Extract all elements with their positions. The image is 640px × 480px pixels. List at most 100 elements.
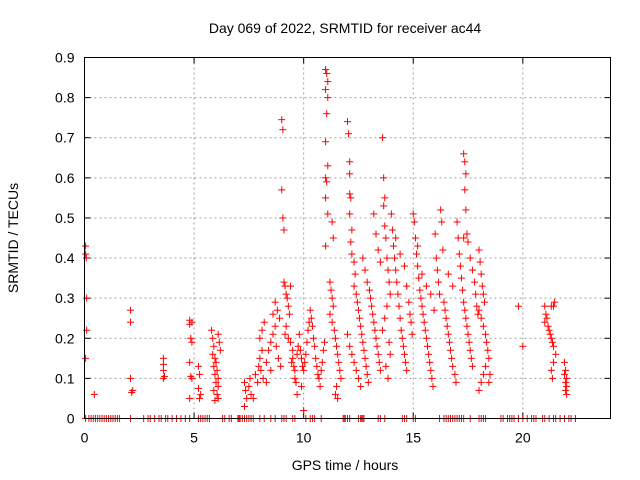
- data-point: [479, 322, 487, 330]
- data-point: [82, 250, 90, 258]
- data-point: [279, 214, 287, 222]
- x-tick-label: 10: [296, 430, 312, 446]
- data-point: [442, 314, 450, 322]
- data-point: [369, 310, 377, 318]
- data-point: [475, 306, 483, 314]
- data-point: [396, 250, 404, 258]
- data-point: [430, 306, 438, 314]
- data-point: [476, 258, 484, 266]
- data-point: [274, 354, 282, 362]
- data-point: [479, 290, 487, 298]
- data-point: [462, 314, 470, 322]
- data-point: [312, 354, 320, 362]
- data-point: [437, 206, 445, 214]
- data-point: [188, 318, 196, 326]
- data-point: [323, 70, 331, 78]
- data-point: [188, 374, 196, 382]
- data-point: [444, 270, 452, 278]
- data-point: [547, 366, 555, 374]
- data-point: [324, 78, 332, 86]
- data-point: [326, 310, 334, 318]
- data-point: [308, 322, 316, 330]
- data-point: [550, 358, 558, 366]
- data-point: [397, 326, 405, 334]
- data-point: [456, 262, 464, 270]
- data-point: [328, 218, 336, 226]
- data-point: [479, 370, 487, 378]
- data-point: [337, 374, 345, 382]
- data-point: [462, 206, 470, 214]
- data-point: [414, 262, 422, 270]
- data-point: [336, 366, 344, 374]
- data-point: [210, 362, 218, 370]
- data-point: [380, 202, 388, 210]
- data-point: [423, 342, 431, 350]
- data-point: [329, 234, 337, 242]
- data-point: [463, 322, 471, 330]
- data-point: [352, 290, 360, 298]
- data-point: [406, 310, 414, 318]
- data-point: [300, 366, 308, 374]
- data-point: [477, 378, 485, 386]
- x-axis-ticks: 0 5 10 15 20: [81, 57, 531, 446]
- data-point: [297, 354, 305, 362]
- data-point: [210, 386, 218, 394]
- data-point: [210, 342, 218, 350]
- data-point: [385, 278, 393, 286]
- data-point: [327, 286, 335, 294]
- data-point: [358, 330, 366, 338]
- data-point: [242, 386, 250, 394]
- data-point: [443, 322, 451, 330]
- data-point: [255, 362, 263, 370]
- data-point: [417, 294, 425, 302]
- data-point: [90, 390, 98, 398]
- data-point: [331, 390, 339, 398]
- data-point: [545, 326, 553, 334]
- data-point: [287, 338, 295, 346]
- data-point: [322, 66, 330, 74]
- data-point: [331, 334, 339, 342]
- data-point: [209, 334, 217, 342]
- data-point: [405, 298, 413, 306]
- data-point: [310, 334, 318, 342]
- data-point: [457, 274, 465, 282]
- data-point: [380, 174, 388, 182]
- data-point: [346, 342, 354, 350]
- data-point: [421, 326, 429, 334]
- data-point: [296, 346, 304, 354]
- data-point: [314, 370, 322, 378]
- data-point: [420, 318, 428, 326]
- data-points: [82, 66, 579, 422]
- data-point: [403, 366, 411, 374]
- data-point: [159, 366, 167, 374]
- y-tick-label: 0.1: [55, 370, 75, 386]
- data-point: [311, 342, 319, 350]
- data-point: [449, 362, 457, 370]
- data-point: [269, 310, 277, 318]
- data-point: [328, 318, 336, 326]
- data-point: [329, 302, 337, 310]
- data-point: [464, 238, 472, 246]
- data-point: [159, 360, 167, 368]
- data-point: [407, 318, 415, 326]
- data-point: [316, 382, 324, 390]
- data-point: [461, 158, 469, 166]
- data-point: [289, 354, 297, 362]
- data-point: [471, 278, 479, 286]
- data-point: [322, 138, 330, 146]
- data-point: [392, 266, 400, 274]
- data-point: [434, 278, 442, 286]
- data-point: [463, 230, 471, 238]
- data-point: [563, 390, 571, 398]
- data-point: [411, 234, 419, 242]
- data-point: [344, 118, 351, 126]
- y-tick-label: 0: [67, 411, 75, 427]
- data-point: [186, 358, 194, 366]
- data-point: [334, 350, 342, 358]
- data-point: [322, 194, 330, 202]
- data-point: [403, 282, 411, 290]
- data-point: [562, 378, 570, 386]
- data-point: [293, 390, 301, 398]
- data-point: [386, 290, 394, 298]
